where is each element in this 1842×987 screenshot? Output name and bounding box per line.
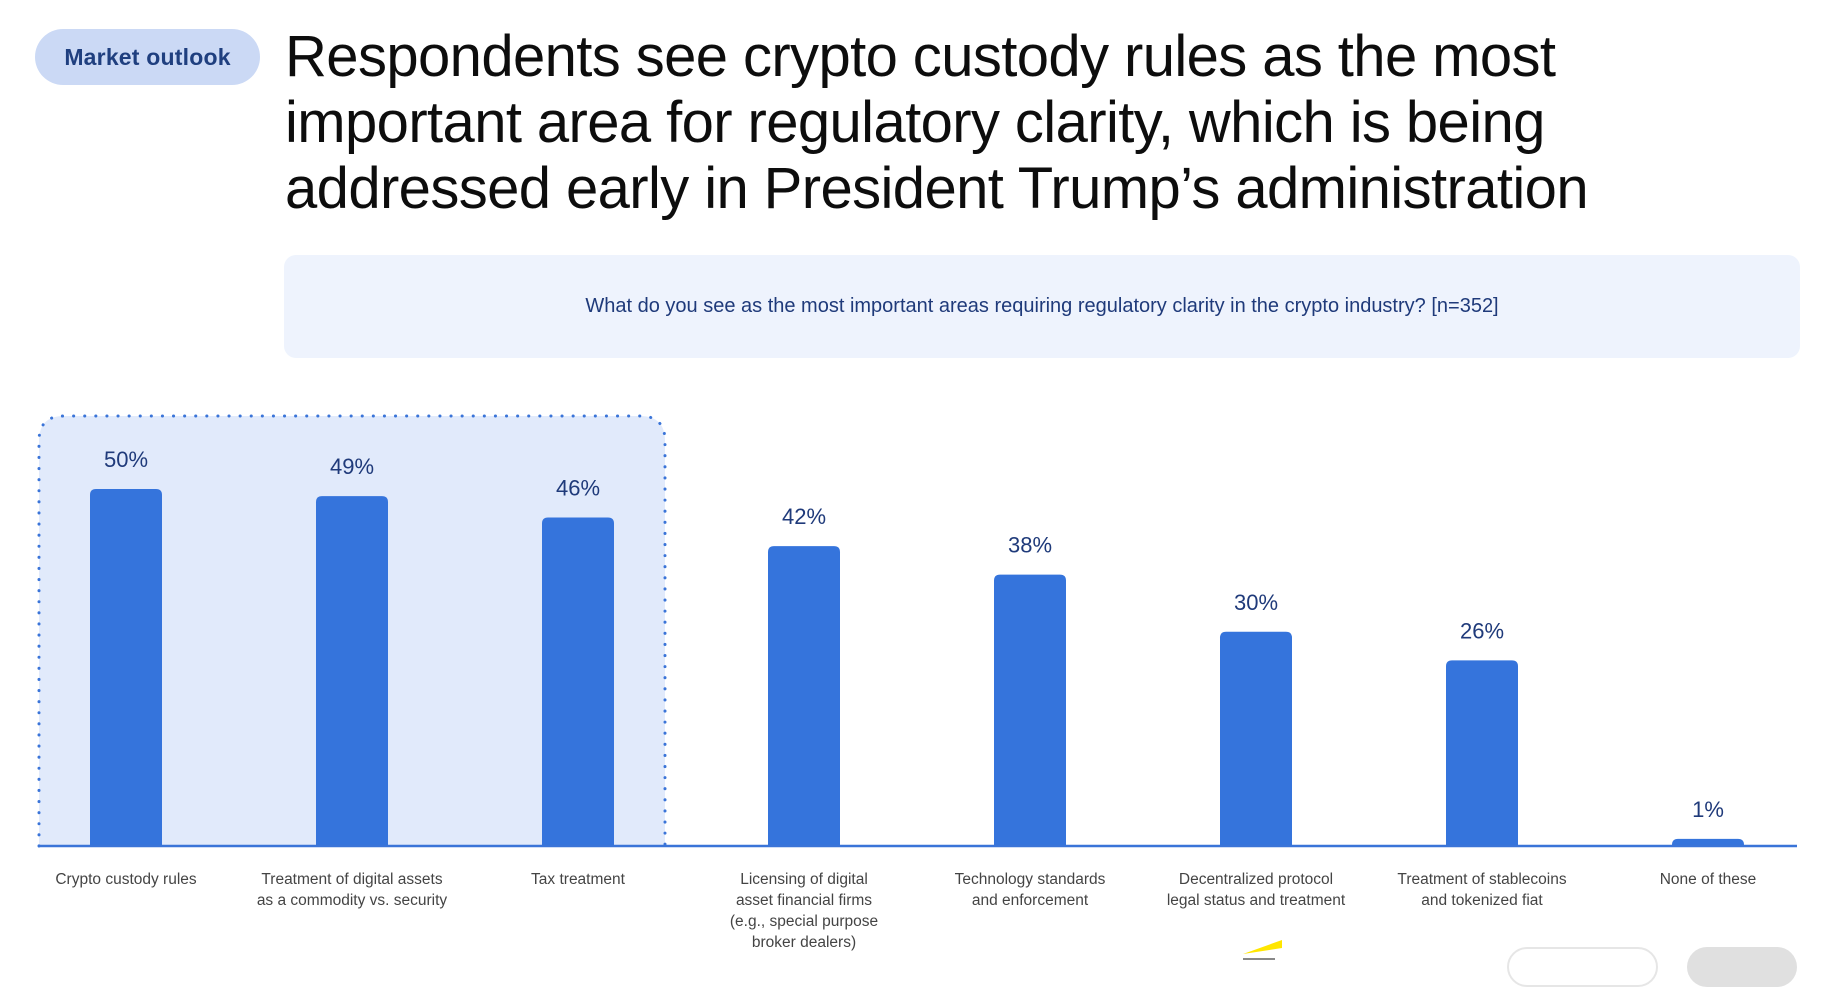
category-label-line: Treatment of digital assets xyxy=(261,871,442,888)
page-title: Respondents see crypto custody rules as … xyxy=(285,24,1589,221)
category-label: Tax treatment xyxy=(531,871,626,888)
category-label-line: broker dealers) xyxy=(752,934,856,951)
value-label: 42% xyxy=(782,504,826,529)
category-label-line: and tokenized fiat xyxy=(1421,892,1543,909)
primary-button[interactable] xyxy=(1687,947,1797,987)
value-label: 1% xyxy=(1692,797,1724,822)
bar xyxy=(316,496,388,846)
value-label: 30% xyxy=(1234,590,1278,615)
category-label-line: Technology standards xyxy=(955,871,1106,888)
bar xyxy=(768,546,840,846)
category-label: Treatment of digital assets as a commodit… xyxy=(257,871,448,909)
category-label-line: None of these xyxy=(1660,871,1757,888)
secondary-button[interactable] xyxy=(1507,947,1658,987)
value-label: 26% xyxy=(1460,618,1504,643)
section-tag: Market outlook xyxy=(35,29,260,85)
category-label-line: Tax treatment xyxy=(531,871,626,888)
question-box: What do you see as the most important ar… xyxy=(284,255,1800,358)
category-label-line: and enforcement xyxy=(972,892,1089,909)
category-label-line: Licensing of digital xyxy=(740,871,868,888)
category-label-line: Crypto custody rules xyxy=(55,871,197,888)
category-label: Licensing of digital asset financial firm… xyxy=(730,871,878,951)
ey-logo-beam xyxy=(1243,940,1282,954)
bar xyxy=(90,489,162,846)
bar xyxy=(1220,631,1292,846)
value-label: 38% xyxy=(1008,533,1052,558)
bar xyxy=(1446,660,1518,846)
category-label: Treatment of stablecoins and tokenized fi… xyxy=(1397,871,1566,909)
bar xyxy=(542,517,614,846)
survey-question: What do you see as the most important ar… xyxy=(585,295,1499,317)
value-label: 49% xyxy=(330,454,374,479)
category-label-line: asset financial firms xyxy=(736,892,872,909)
category-label-line: (e.g., special purpose xyxy=(730,913,878,930)
category-label-line: Treatment of stablecoins xyxy=(1397,871,1566,888)
bar xyxy=(1672,838,1744,846)
category-label: Crypto custody rules xyxy=(55,871,197,888)
category-label-line: legal status and treatment xyxy=(1167,892,1346,909)
value-label: 46% xyxy=(556,476,600,501)
value-label: 50% xyxy=(104,447,148,472)
category-label: Technology standards and enforcement xyxy=(955,871,1106,909)
category-label: Decentralized protocol legal status and t… xyxy=(1167,871,1346,909)
category-label-line: as a commodity vs. security xyxy=(257,892,448,909)
ey-logo-icon xyxy=(1243,940,1282,960)
bar-chart: 50% Crypto custody rules 49% Treatment of d… xyxy=(37,414,1797,951)
category-label-line: Decentralized protocol xyxy=(1179,871,1333,888)
ey-logo-letters xyxy=(1243,958,1275,960)
category-label: None of these xyxy=(1660,871,1757,888)
bar xyxy=(994,574,1066,846)
